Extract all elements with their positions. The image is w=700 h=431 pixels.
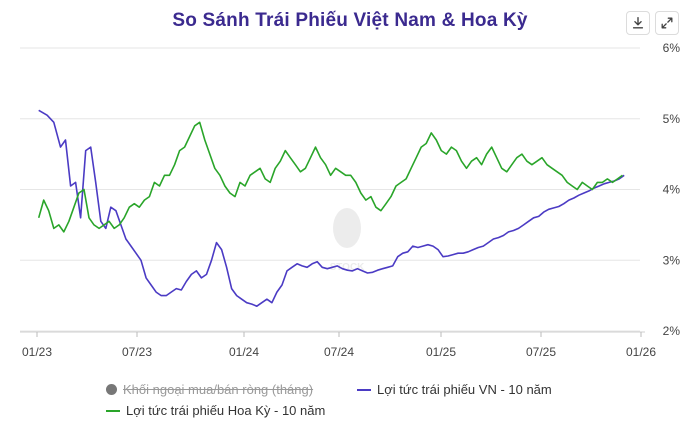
x-tick-label: 01/26: [626, 345, 656, 359]
x-axis: 01/23 07/23 01/24 07/24 01/25 07/25 01/26: [20, 331, 656, 359]
y-tick-label: 2%: [663, 324, 681, 338]
legend-item-vn-yield[interactable]: Lợi tức trái phiếu VN - 10 năm: [357, 382, 552, 397]
legend-marker-us-yield: [106, 409, 120, 412]
us-yield-line[interactable]: [37, 121, 623, 233]
watermark: STOCK: [330, 208, 366, 273]
legend-marker-vn-yield: [357, 388, 371, 391]
download-icon: [632, 17, 644, 29]
y-tick-label: 4%: [663, 183, 681, 197]
x-tick-label: 01/23: [22, 345, 52, 359]
y-axis: 2% 3% 4% 5% 6%: [663, 41, 681, 338]
y-tick-label: 5%: [663, 112, 681, 126]
y-tick-label: 3%: [663, 253, 681, 267]
x-tick-label: 07/25: [526, 345, 556, 359]
series-layer: [37, 109, 625, 307]
legend-item-foreign-flow[interactable]: Khối ngoại mua/bán ròng (tháng): [106, 382, 313, 397]
legend-label: Lợi tức trái phiếu Hoa Kỳ - 10 năm: [126, 403, 326, 418]
download-button[interactable]: [626, 11, 650, 35]
legend-label: Khối ngoại mua/bán ròng (tháng): [123, 382, 314, 397]
expand-button[interactable]: [655, 11, 679, 35]
x-tick-label: 01/25: [426, 345, 456, 359]
legend-marker-foreign-flow: [106, 384, 117, 395]
x-tick-label: 01/24: [229, 345, 259, 359]
x-tick-label: 07/24: [324, 345, 354, 359]
vn-yield-line[interactable]: [38, 109, 625, 307]
y-tick-label: 6%: [663, 41, 681, 55]
legend-label: Lợi tức trái phiếu VN - 10 năm: [377, 382, 552, 397]
chart-title: So Sánh Trái Phiếu Việt Nam & Hoa Kỳ: [172, 10, 528, 31]
watermark-text: STOCK: [330, 262, 366, 273]
x-tick-label: 07/23: [122, 345, 152, 359]
expand-icon: [661, 17, 673, 29]
grid: [20, 47, 640, 332]
legend-item-us-yield[interactable]: Lợi tức trái phiếu Hoa Kỳ - 10 năm: [106, 403, 325, 418]
